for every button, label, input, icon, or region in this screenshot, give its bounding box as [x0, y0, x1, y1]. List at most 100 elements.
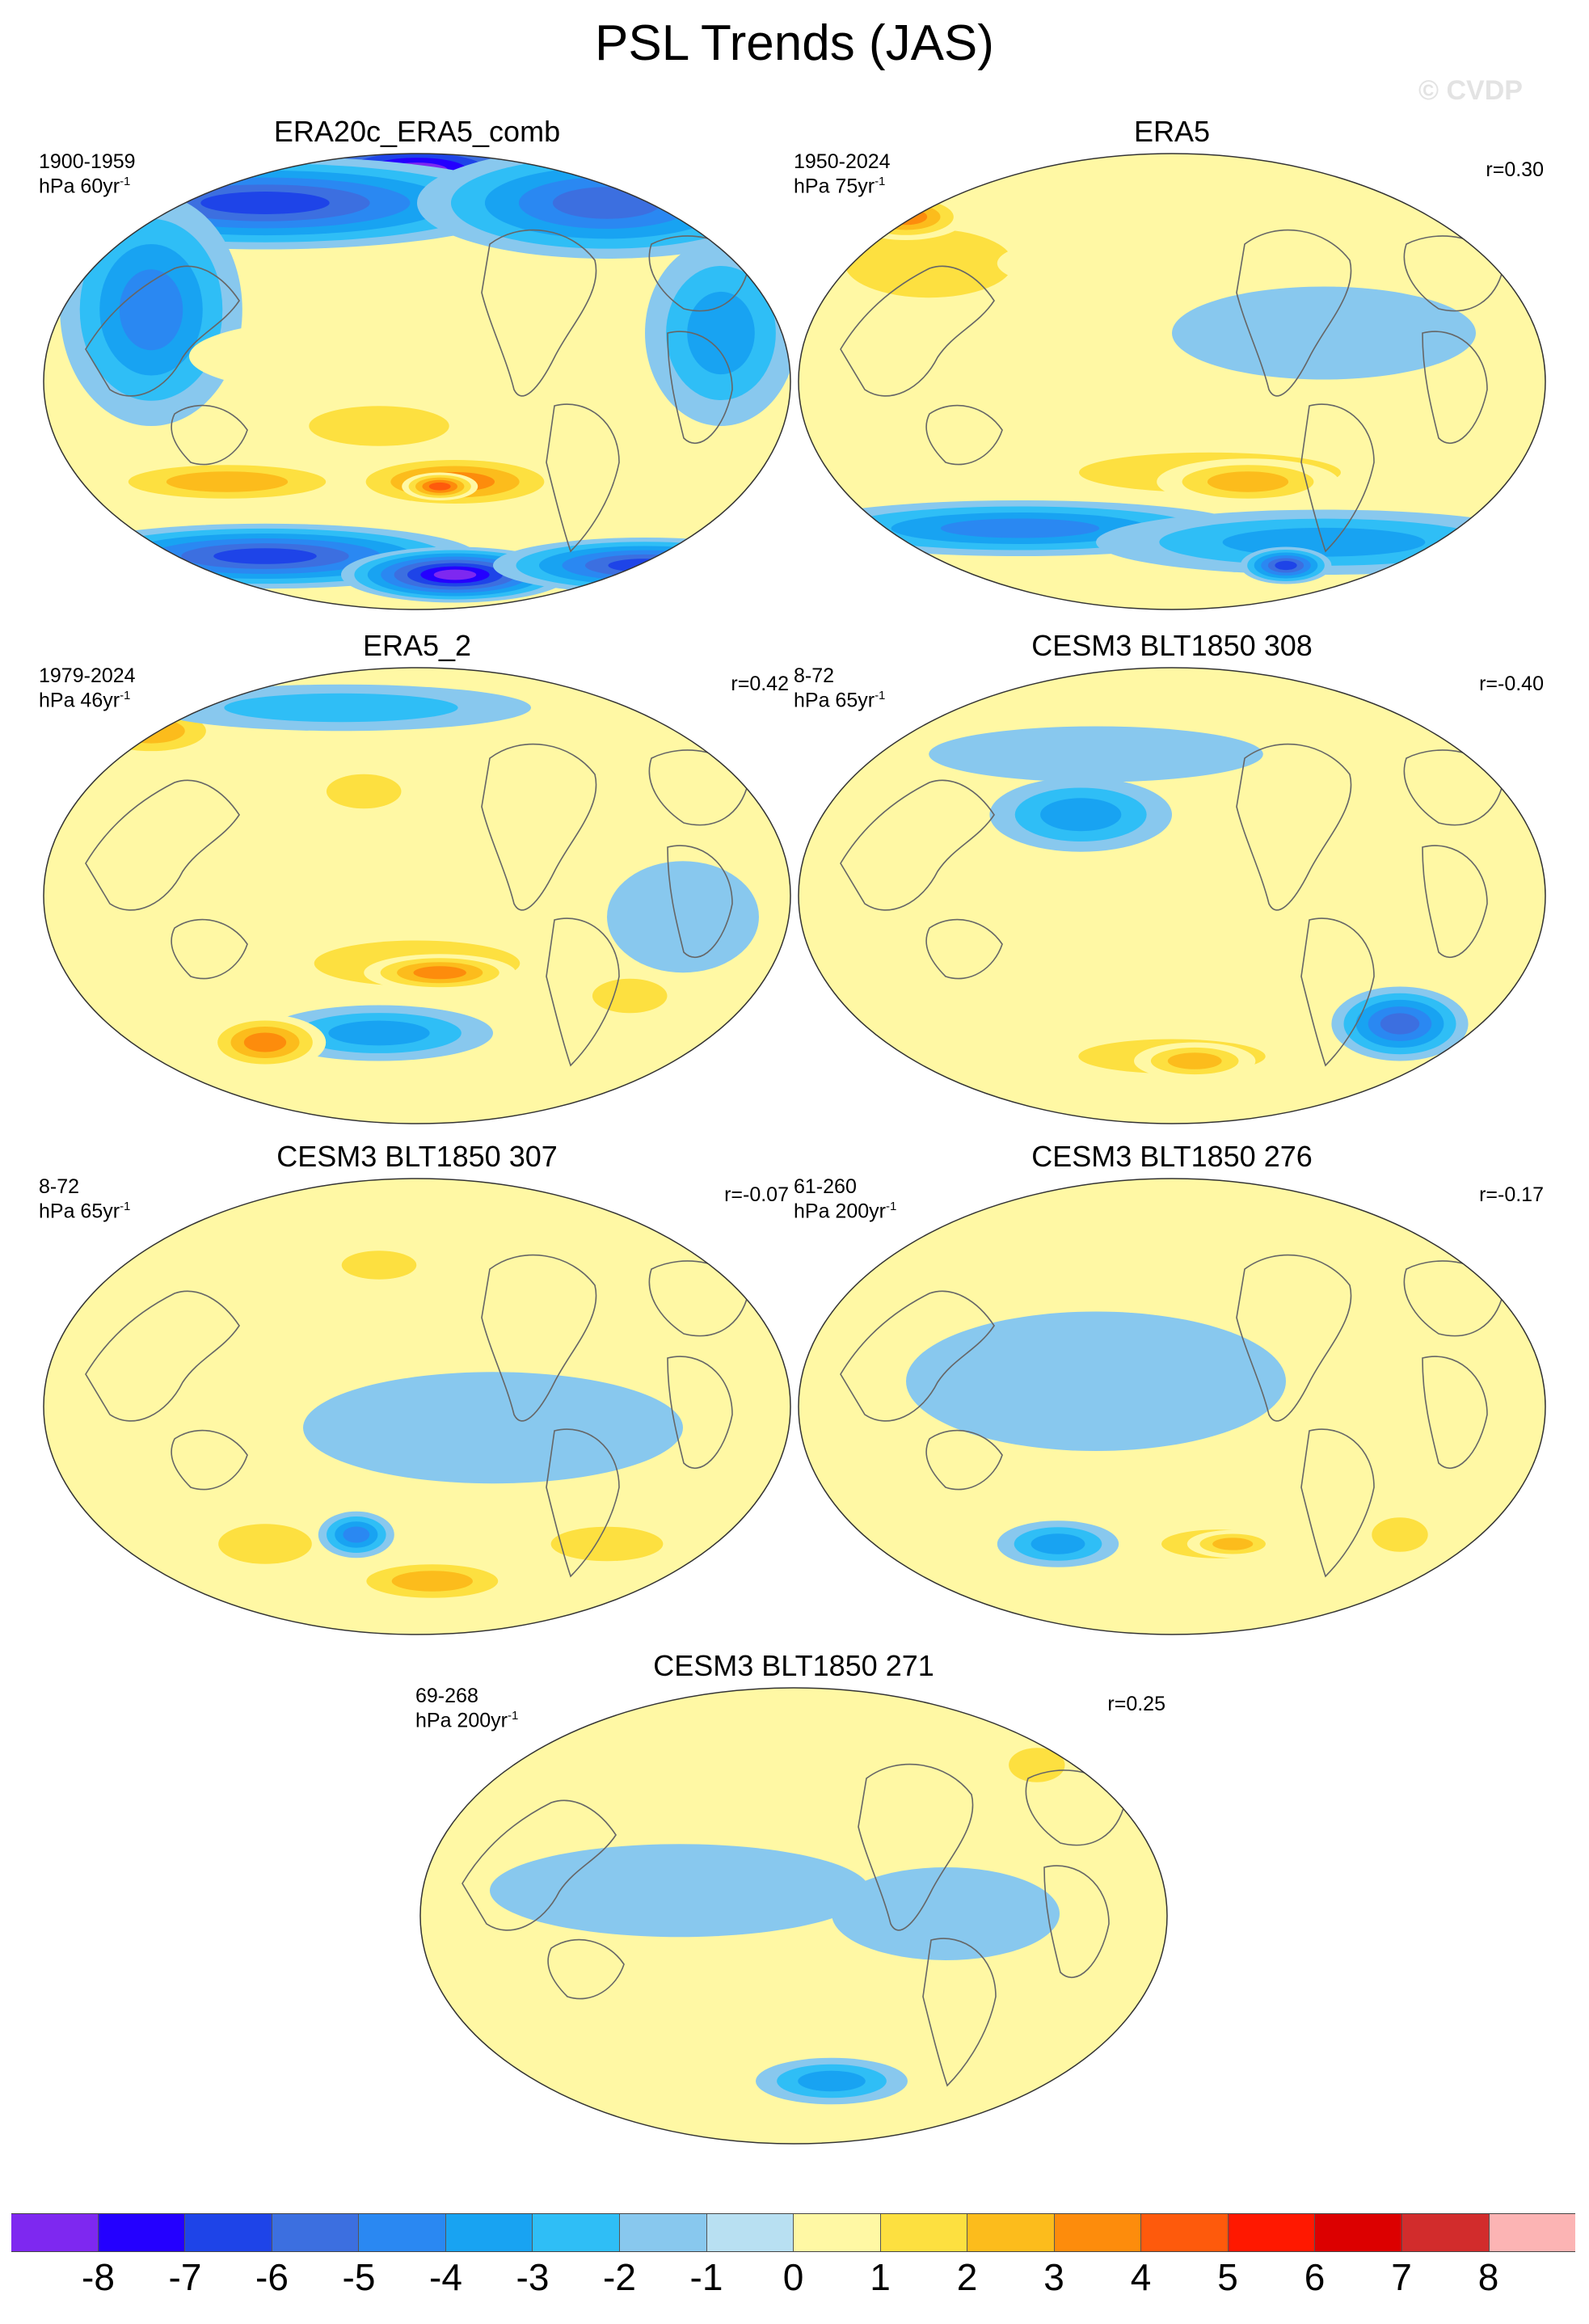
- trend-contour: [243, 1032, 287, 1052]
- colorbar-swatch: [1141, 2214, 1229, 2251]
- coastline: [1403, 749, 1504, 826]
- colorbar-swatch: [1315, 2214, 1402, 2251]
- coastline: [922, 1938, 997, 2087]
- coastline: [925, 404, 1003, 466]
- trend-contour: [884, 209, 928, 226]
- map-border: [798, 1178, 1546, 1635]
- trend-contour: [845, 229, 1014, 298]
- trend-contour: [1445, 193, 1537, 240]
- trend-contour: [1040, 798, 1122, 832]
- trend-contour: [113, 1321, 265, 1395]
- colorbar-tick-label: 2: [956, 2256, 978, 2298]
- colorbar-swatch: [794, 2214, 881, 2251]
- colorbar-tick-label: 5: [1217, 2256, 1238, 2298]
- trend-contour: [1031, 1533, 1085, 1554]
- colorbar-tick-label: -2: [603, 2256, 636, 2298]
- coastline: [85, 265, 240, 397]
- panel-period: 1900-1959: [39, 150, 136, 173]
- panel-period: 8-72: [39, 1175, 80, 1198]
- trend-contour: [224, 693, 458, 723]
- panel-correlation: r=-0.17: [1479, 1183, 1544, 1206]
- trend-contour: [798, 2070, 866, 2092]
- coastline: [840, 779, 995, 911]
- trend-contour: [868, 398, 1248, 454]
- trend-map: [43, 1178, 791, 1635]
- coastline: [1236, 1254, 1352, 1422]
- panel-correlation: r=0.42: [731, 673, 789, 695]
- trend-contour: [490, 1844, 870, 1938]
- trend-contour: [592, 978, 668, 1014]
- colorbar-swatch: [1402, 2214, 1490, 2251]
- map-border: [43, 1178, 791, 1635]
- colorbar-swatch: [98, 2214, 186, 2251]
- panel-period: 1950-2024: [794, 150, 891, 173]
- coastline: [481, 229, 597, 397]
- coastline: [1403, 1260, 1504, 1337]
- trend-contour: [433, 569, 477, 580]
- colorbar-tick-label: 1: [870, 2256, 891, 2298]
- colorbar-tick-label: -8: [82, 2256, 115, 2298]
- trend-contour: [1222, 527, 1426, 557]
- trend-contour: [428, 482, 451, 491]
- coastline: [1043, 1865, 1110, 1978]
- panel-units: hPa 200yr-1: [415, 1709, 519, 1732]
- panel-units: hPa 200yr-1: [794, 1200, 897, 1223]
- coastline: [171, 1429, 248, 1491]
- colorbar-swatch: [1489, 2214, 1576, 2251]
- colorbar-swatch: [1228, 2214, 1316, 2251]
- trend-contour: [1430, 689, 1522, 745]
- panel-title: ERA20c_ERA5_comb: [273, 115, 561, 148]
- map-panel-5: CESM3 BLT1850 307 8-72 hPa 65yr-1 r=-0.0…: [37, 1140, 797, 1641]
- colorbar: [11, 2213, 1576, 2252]
- map-border: [43, 667, 791, 1124]
- coastline: [85, 1290, 240, 1422]
- trend-contour: [552, 187, 662, 219]
- coastline: [1300, 917, 1375, 1067]
- panel-title: CESM3 BLT1850 308: [1031, 629, 1313, 662]
- trend-contour: [1470, 206, 1511, 228]
- watermark-logo: © CVDP: [1418, 75, 1523, 106]
- trend-contour: [1009, 1748, 1065, 1782]
- coastline: [546, 1428, 620, 1578]
- trend-map: [798, 667, 1546, 1124]
- page-title: PSL Trends (JAS): [595, 15, 994, 71]
- coastline: [1300, 403, 1375, 553]
- panel-correlation: r=-0.07: [724, 1183, 789, 1206]
- coastline: [925, 918, 1003, 980]
- map-panel-7: CESM3 BLT1850 271 69-268 hPa 200yr-1 r=0…: [414, 1649, 1174, 2150]
- trend-contour: [1275, 560, 1297, 571]
- colorbar-swatch: [533, 2214, 620, 2251]
- colorbar-tick-label: 8: [1477, 2256, 1499, 2298]
- coastline: [1422, 845, 1488, 958]
- panel-title: ERA5_2: [362, 629, 472, 662]
- trend-contour: [213, 548, 317, 564]
- trend-contour: [1443, 697, 1509, 737]
- trend-contour: [832, 1867, 1060, 1960]
- coastline: [1236, 229, 1352, 397]
- panel-correlation: r=0.30: [1486, 158, 1544, 181]
- trend-contour: [940, 518, 1100, 538]
- trend-contour: [1372, 1517, 1428, 1552]
- panel-period: 1979-2024: [39, 664, 136, 687]
- colorbar-tick-label: -5: [342, 2256, 376, 2298]
- coastline: [1422, 1356, 1488, 1469]
- coastline: [667, 1356, 733, 1469]
- coastline: [85, 779, 240, 911]
- panel-correlation: r=-0.40: [1479, 673, 1544, 695]
- trend-contour: [1212, 1537, 1254, 1550]
- trend-map: [419, 1687, 1168, 2145]
- coastline: [648, 1260, 749, 1337]
- trend-contour: [328, 1020, 430, 1046]
- trend-contour: [1455, 704, 1497, 730]
- coastline: [171, 918, 248, 980]
- colorbar-swatch: [272, 2214, 360, 2251]
- colorbar-labels: -8 -7 -6 -5 -4 -3 -2 -1 0 1 2 3 4 5 6 7 8: [11, 2255, 1575, 2304]
- colorbar-tick-label: -7: [168, 2256, 202, 2298]
- map-border: [798, 153, 1546, 610]
- trend-contour: [343, 1526, 370, 1543]
- trend-contour: [391, 1571, 473, 1592]
- colorbar-swatch: [445, 2214, 533, 2251]
- panel-units: hPa 75yr-1: [794, 175, 886, 198]
- coastline: [546, 917, 620, 1067]
- trend-contour: [906, 1311, 1286, 1451]
